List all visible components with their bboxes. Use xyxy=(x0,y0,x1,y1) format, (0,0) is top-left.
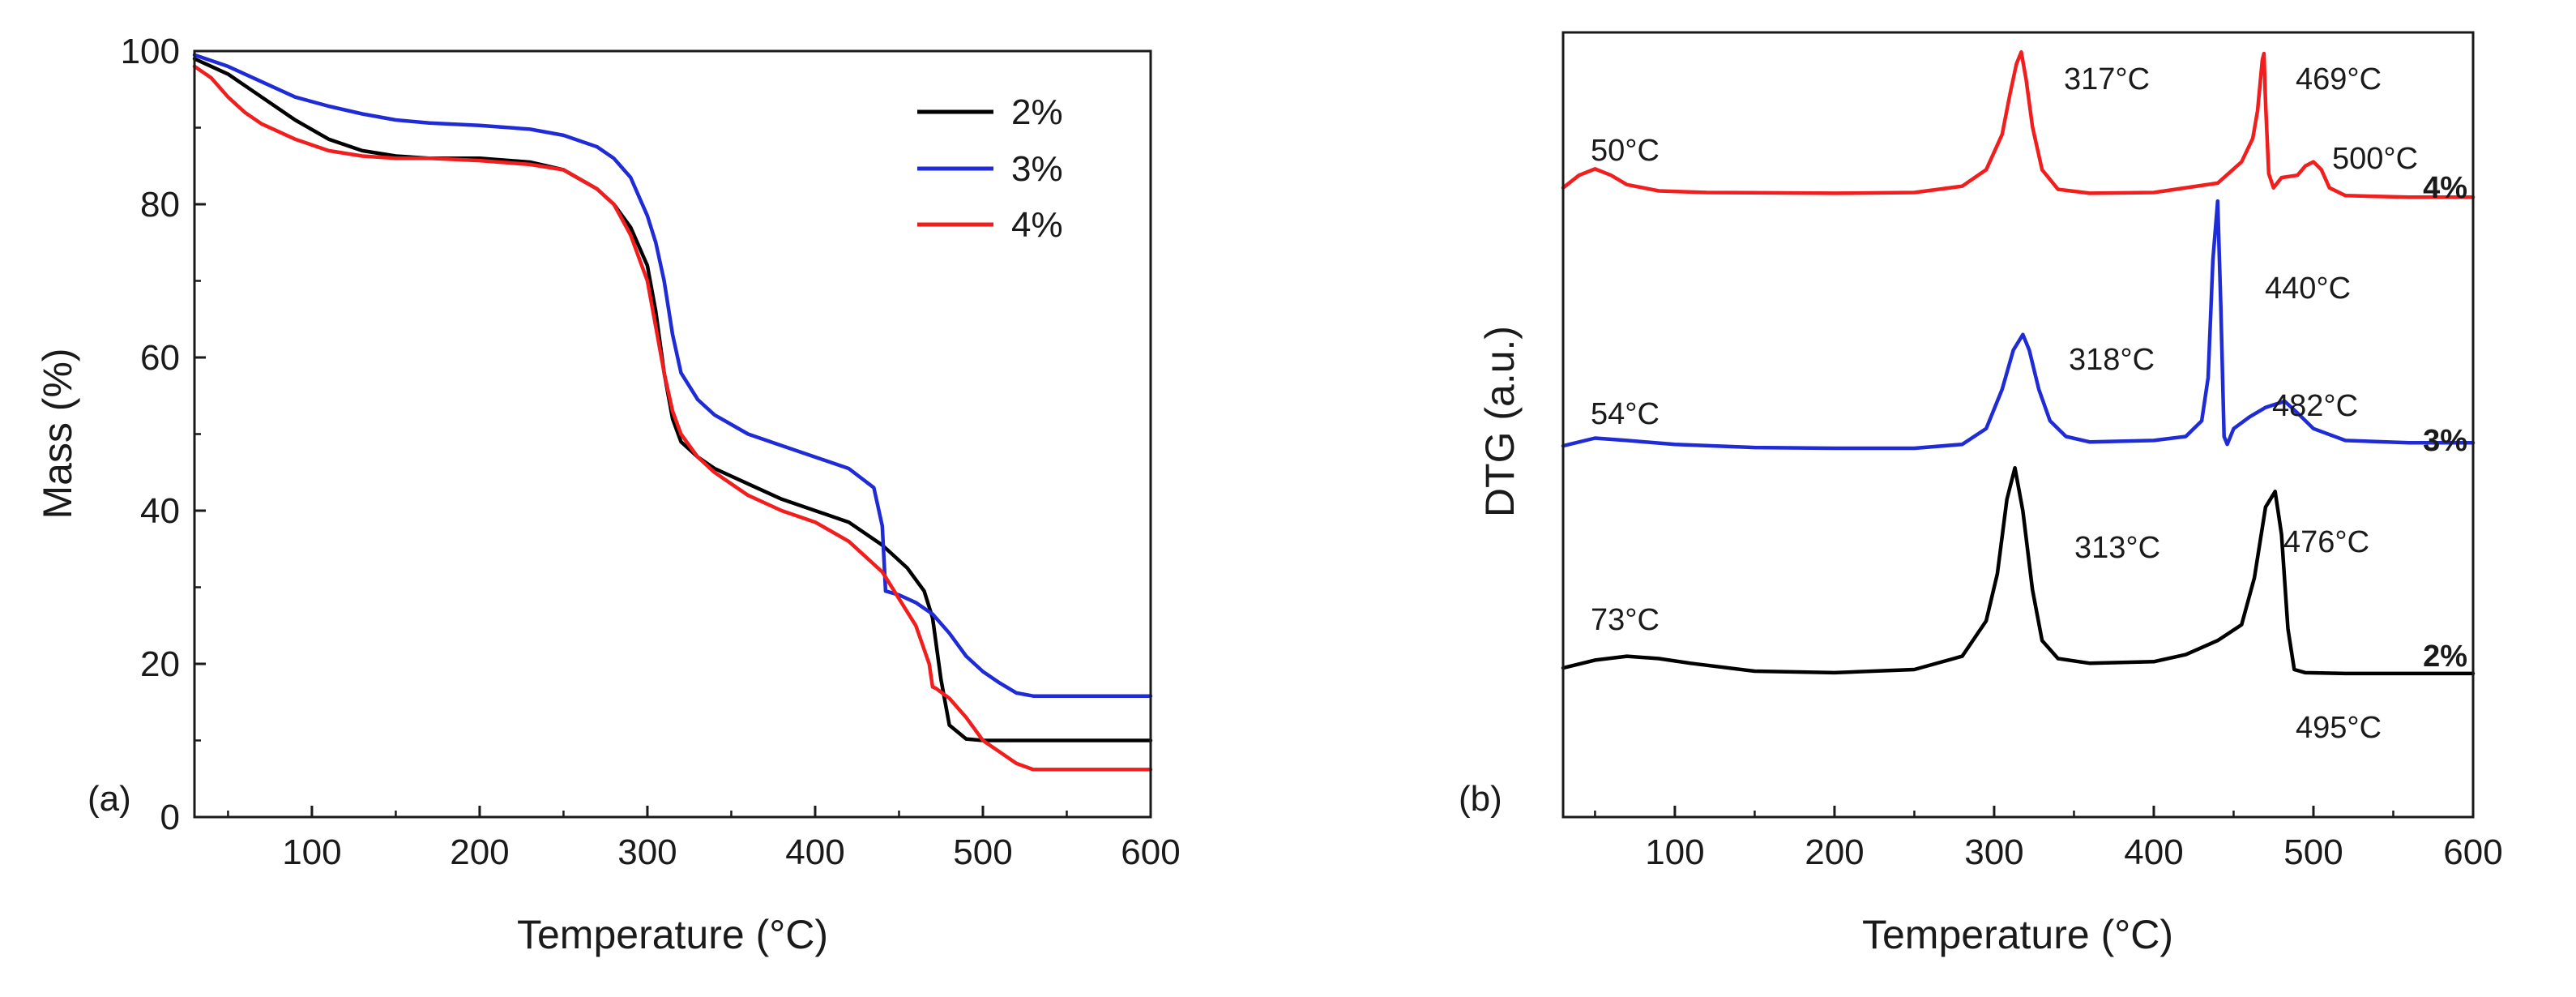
annotation-4pct-50c: 50°C xyxy=(1591,134,1660,168)
panel-b-plot-area xyxy=(1561,49,2476,676)
panel-b-series-line-2pct xyxy=(1561,465,2476,676)
series-tag-3pct: 3% xyxy=(2423,424,2467,458)
panel-b-x-tick-label: 100 xyxy=(1645,832,1704,872)
panel-b-x-tick-label: 200 xyxy=(1805,832,1864,872)
panel-b-frame xyxy=(1561,31,2475,819)
panel-a-x-tick-label: 500 xyxy=(953,832,1012,872)
panel-a-series-line-3pct xyxy=(192,53,1153,698)
panel-b-x-tick-label: 400 xyxy=(2124,832,2183,872)
annotation-2pct-313c: 313°C xyxy=(2074,531,2160,565)
annotation-2pct-476c: 476°C xyxy=(2283,525,2369,559)
panel-a-label: (a) xyxy=(88,779,131,819)
annotation-2pct-73c: 73°C xyxy=(1591,603,1660,637)
panel-a-x-tick-label: 200 xyxy=(450,832,509,872)
panel-b-series-tags: 4% 3% 2% xyxy=(2423,171,2467,674)
panel-a-tga: 100 200 300 400 500 600 0 20 40 60 80 100 Temperatu… xyxy=(35,32,1181,957)
panel-b-x-tick-label: 300 xyxy=(1964,832,2023,872)
panel-b-annotations: 50°C 317°C 469°C 500°C 54°C 318°C 440°C … xyxy=(1591,62,2418,745)
annotation-4pct-469c: 469°C xyxy=(2296,62,2382,96)
panel-a-legend: 2% 3% 4% xyxy=(917,92,1063,245)
panel-a-frame xyxy=(193,49,1152,819)
panel-a-y-tick-label: 100 xyxy=(121,32,180,71)
annotation-3pct-54c: 54°C xyxy=(1591,397,1660,431)
panel-b-series-line-3pct xyxy=(1561,199,2476,451)
panel-b-series-line-4pct xyxy=(1561,49,2476,199)
annotation-4pct-500c: 500°C xyxy=(2332,142,2418,176)
legend-label-3pct: 3% xyxy=(1011,149,1063,189)
panel-b-x-tick-label: 500 xyxy=(2283,832,2343,872)
panel-a-x-tick-label: 400 xyxy=(785,832,844,872)
panel-a-y-tick-label: 20 xyxy=(140,644,180,684)
panel-b-dtg: 100 200 300 400 500 600 Temperature (°C) DTG … xyxy=(1459,31,2503,957)
annotation-2pct-495c: 495°C xyxy=(2296,711,2382,745)
panel-b-x-tick-label: 600 xyxy=(2443,832,2502,872)
panel-a-x-tick-label: 300 xyxy=(617,832,677,872)
annotation-3pct-318c: 318°C xyxy=(2069,343,2155,377)
panel-a-y-tick-label: 80 xyxy=(140,185,180,225)
panel-a-y-axis-title: Mass (%) xyxy=(35,348,80,519)
panel-a-plot-area xyxy=(192,53,1153,772)
annotation-4pct-317c: 317°C xyxy=(2064,62,2150,96)
panel-b-ticks: 100 200 300 400 500 600 xyxy=(1594,806,2503,872)
panel-a-series-line-4pct xyxy=(192,64,1153,772)
panel-b-label: (b) xyxy=(1459,779,1502,819)
annotation-3pct-440c: 440°C xyxy=(2265,272,2351,306)
panel-a-y-tick-label: 0 xyxy=(160,798,180,837)
panel-a-x-axis-title: Temperature (°C) xyxy=(517,912,828,957)
series-tag-2pct: 2% xyxy=(2423,640,2467,674)
panel-a-y-tick-label: 60 xyxy=(140,338,180,378)
panel-b-y-axis-title: DTG (a.u.) xyxy=(1477,326,1523,517)
panel-b-x-axis-title: Temperature (°C) xyxy=(1862,912,2173,957)
panel-a-series-line-2pct xyxy=(192,57,1153,742)
panel-a-y-tick-label: 40 xyxy=(140,491,180,531)
panel-a-ticks: 100 200 300 400 500 600 0 20 40 60 80 100 xyxy=(121,32,1181,872)
legend-label-2pct: 2% xyxy=(1011,92,1063,132)
series-tag-4pct: 4% xyxy=(2423,171,2467,205)
panel-a-x-tick-label: 600 xyxy=(1121,832,1180,872)
legend-label-4pct: 4% xyxy=(1011,205,1063,245)
annotation-3pct-482c: 482°C xyxy=(2272,389,2358,423)
panel-a-x-tick-label: 100 xyxy=(282,832,341,872)
